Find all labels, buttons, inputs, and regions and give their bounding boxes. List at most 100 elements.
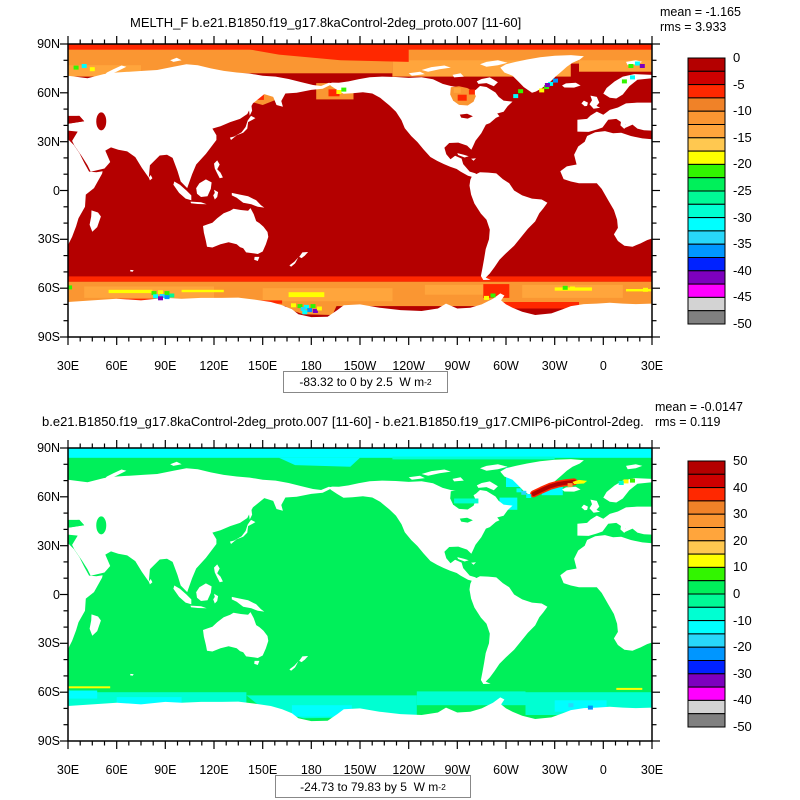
caption-range: -83.32 to 0 by 2.5 [299, 375, 393, 389]
x-tick-label: 180 [300, 359, 322, 373]
colorbar-tick-label: 0 [733, 50, 741, 65]
x-tick-label: 60W [493, 359, 519, 373]
x-tick-label: 90W [444, 763, 471, 777]
colorbar-cell [687, 217, 726, 232]
x-tick-label: 120E [199, 763, 229, 777]
contour-range-caption-top: -83.32 to 0 by 2.5 W m -2 [283, 371, 448, 393]
x-tick-label: 30E [640, 763, 664, 777]
x-tick-label: 120W [392, 763, 425, 777]
colorbar-cell [687, 137, 726, 152]
y-tick-label: 30S [37, 232, 60, 247]
x-tick-label: 150E [248, 763, 278, 777]
colorbar-bottom [687, 460, 726, 728]
x-tick-label: 90E [154, 763, 177, 777]
colorbar-cell [687, 190, 726, 205]
colorbar-cell [687, 150, 726, 165]
colorbar-cell [687, 620, 726, 635]
coastal-features-layer [516, 478, 635, 710]
colorbar-tick-label: -5 [733, 76, 745, 92]
colorbar-cell [687, 84, 726, 99]
colorbar-tick-label: -40 [733, 262, 752, 278]
caption-units: W m [392, 375, 425, 389]
x-tick-label: 30E [56, 763, 80, 777]
colorbar-cell [687, 633, 726, 648]
colorbar-cell [687, 70, 726, 86]
colorbar-tick-label: 30 [733, 506, 748, 522]
panel-bottom-title: b.e21.B1850.f19_g17.8kaControl-2deg_prot… [42, 414, 644, 429]
colorbar-cell [687, 580, 726, 595]
colorbar-cell [687, 230, 726, 245]
map-top [60, 36, 660, 345]
colorbar-tick-label: -25 [733, 183, 752, 198]
x-tick-label: 90E [154, 359, 177, 373]
inland-seas-layer [68, 86, 476, 131]
colorbar-tick-label: 0 [733, 586, 741, 601]
x-tick-label: 150W [343, 359, 377, 373]
colorbar-cell [687, 310, 726, 325]
caption-units: W m [406, 779, 439, 794]
colorbar-tick-label: 50 [733, 453, 748, 468]
colorbar-cell [687, 110, 726, 126]
y-tick-label: 90S [37, 330, 60, 344]
y-tick-label: 60S [37, 685, 60, 700]
colorbar-cell [687, 660, 726, 675]
colorbar-tick-label: -35 [733, 236, 752, 252]
x-tick-label: 60E [105, 763, 128, 777]
colorbar-cell [687, 699, 726, 715]
y-tick-label: 90N [37, 441, 60, 455]
colorbar-cell [687, 553, 726, 568]
x-tick-label: 0 [599, 763, 607, 777]
x-tick-label: 150W [343, 763, 377, 777]
panel-top-rms: rms = 3.933 [660, 20, 727, 34]
colorbar-cell [687, 243, 726, 258]
contour-range-caption-bottom: -24.73 to 79.83 by 5 W m -2 [275, 775, 471, 798]
land-layer [68, 55, 652, 337]
y-tick-label: 60N [37, 85, 60, 100]
colorbar-cell [687, 487, 726, 502]
colorbar-cell [687, 296, 726, 312]
map-frame [67, 447, 653, 742]
x-tick-label: 30W [541, 359, 568, 373]
x-tick-label: 60W [493, 763, 519, 777]
colorbar-tick-label: -45 [733, 289, 752, 305]
x-tick-label: 120E [199, 359, 229, 373]
colorbar-tick-label: -15 [733, 129, 752, 145]
colorbar-tick-label: -30 [733, 209, 752, 225]
panel-bottom-rms: rms = 0.119 [655, 415, 721, 429]
colorbar-cell [687, 97, 726, 112]
y-tick-label: 60N [37, 489, 60, 504]
colorbar-tick-label: -50 [733, 316, 752, 331]
map-content [68, 448, 652, 741]
colorbar-cell [687, 513, 726, 529]
panel-top-mean: mean = -1.165 [660, 5, 741, 19]
coastal-features-layer [68, 61, 648, 315]
y-tick-label: 30S [37, 636, 60, 651]
colorbar-cell [687, 686, 726, 701]
colorbar-tick-label: -20 [733, 156, 752, 172]
panel-bottom-mean: mean = -0.0147 [655, 400, 743, 414]
colorbar-cell [687, 124, 726, 139]
y-tick-label: 90N [37, 37, 60, 51]
x-tick-label: 120W [392, 359, 425, 373]
map-bottom [60, 440, 660, 749]
colorbar-tick-label: -30 [733, 665, 752, 681]
colorbar-cell [687, 257, 726, 272]
colorbar-tick-label: 40 [733, 479, 748, 495]
y-tick-label: 0 [53, 587, 60, 602]
colorbar-tick-label: 20 [733, 532, 748, 548]
colorbar-cell [687, 646, 726, 661]
colorbar-cell [687, 163, 726, 179]
y-tick-label: 30N [37, 134, 60, 149]
x-tick-label: 30E [56, 359, 80, 373]
colorbar-cell [687, 527, 726, 542]
x-tick-label: 30E [640, 359, 664, 373]
x-tick-label: 0 [599, 359, 607, 373]
colorbar-tick-label: -20 [733, 639, 752, 655]
colorbar-tick-label: -50 [733, 719, 752, 734]
colorbar-cell [687, 473, 726, 489]
y-tick-label: 60S [37, 281, 60, 296]
map-frame [67, 43, 653, 338]
colorbar-cell [687, 283, 726, 298]
caption-range: -24.73 to 79.83 by 5 [300, 779, 407, 794]
